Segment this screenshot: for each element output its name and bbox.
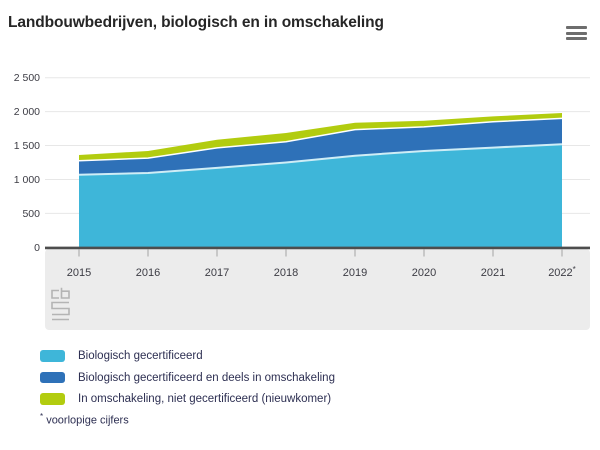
y-axis-label: 0	[34, 242, 40, 254]
x-axis-label: 2018	[274, 267, 298, 279]
series-boundary-line	[78, 117, 563, 162]
chart-legend: Biologisch gecertificeerd Biologisch gec…	[40, 350, 335, 405]
legend-swatch-blue	[40, 371, 65, 384]
legend-label: Biologisch gecertificeerd en deels in om…	[78, 371, 335, 384]
legend-item-nieuwkomer[interactable]: In omschakeling, niet gecertificeerd (ni…	[40, 393, 335, 405]
y-axis-label: 2 500	[14, 72, 40, 84]
y-axis-label: 500	[22, 208, 40, 220]
legend-label: In omschakeling, niet gecertificeerd (ni…	[78, 393, 332, 405]
legend-item-biologisch-gecertificeerd[interactable]: Biologisch gecertificeerd	[40, 350, 335, 362]
cbs-logo	[51, 287, 70, 321]
legend-label: Biologisch gecertificeerd	[78, 350, 203, 362]
chart-menu-button[interactable]	[566, 26, 587, 40]
cbs-logo-s	[51, 301, 70, 316]
legend-swatch-green	[40, 393, 65, 405]
footnote-text: voorlopige cijfers	[46, 414, 129, 427]
x-axis-label: 2016	[136, 267, 160, 279]
y-axis-label: 1 000	[14, 174, 40, 186]
area-series-1	[79, 118, 562, 175]
legend-swatch-cyan	[40, 350, 65, 362]
x-axis-label: 2020	[412, 267, 436, 279]
chart-footnote: * voorlopige cijfers	[40, 412, 129, 427]
hamburger-icon	[566, 26, 587, 40]
legend-item-deels-in-omschakeling[interactable]: Biologisch gecertificeerd en deels in om…	[40, 372, 335, 384]
series-boundary-line	[78, 143, 563, 176]
x-axis-label: 2019	[343, 267, 367, 279]
x-axis-band	[45, 249, 590, 330]
y-axis-label: 2 000	[14, 106, 40, 118]
y-axis-label: 1 500	[14, 140, 40, 152]
x-axis-label: 2017	[205, 267, 229, 279]
cbs-logo-c	[51, 289, 59, 299]
cbs-logo-b	[60, 287, 70, 299]
x-axis-label: 2022*	[548, 265, 576, 279]
footnote-marker: *	[40, 412, 44, 421]
chart-title: Landbouwbedrijven, biologisch en in omsc…	[8, 14, 384, 31]
x-axis-label: 2021	[481, 267, 505, 279]
chart-svg: 0 500 1 000 1 500 2 000 2 500 2015 2016 2017 2018…	[14, 72, 590, 330]
x-axis-label: 2015	[67, 267, 91, 279]
